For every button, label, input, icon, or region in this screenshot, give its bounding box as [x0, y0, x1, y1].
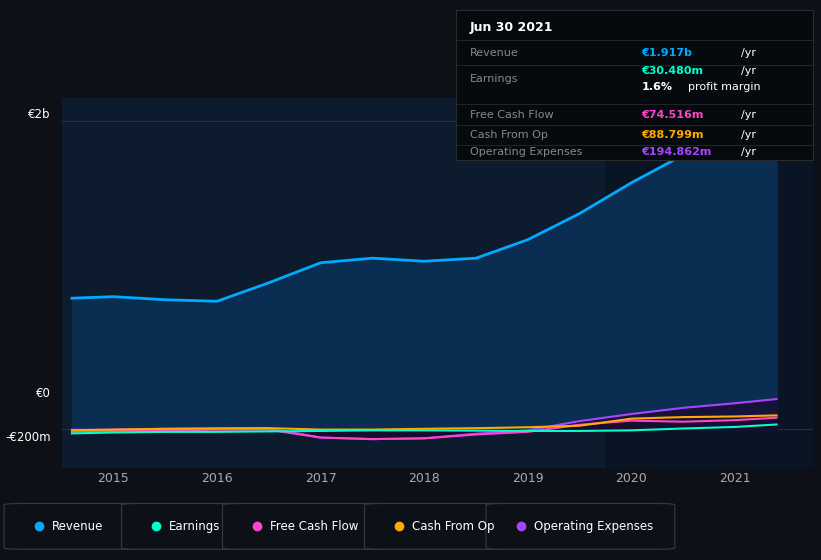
Text: /yr: /yr — [741, 130, 756, 140]
FancyBboxPatch shape — [4, 503, 148, 549]
Text: Revenue: Revenue — [470, 48, 519, 58]
Text: profit margin: profit margin — [688, 82, 760, 92]
Bar — [606, 98, 813, 468]
Text: €0: €0 — [36, 386, 51, 400]
Text: €74.516m: €74.516m — [641, 110, 704, 120]
Text: Earnings: Earnings — [470, 74, 518, 84]
Text: Earnings: Earnings — [169, 520, 221, 533]
Text: Free Cash Flow: Free Cash Flow — [470, 110, 553, 120]
FancyBboxPatch shape — [222, 503, 391, 549]
FancyBboxPatch shape — [486, 503, 675, 549]
Text: Operating Expenses: Operating Expenses — [534, 520, 653, 533]
Text: €88.799m: €88.799m — [641, 130, 704, 140]
Text: /yr: /yr — [741, 48, 756, 58]
Text: /yr: /yr — [741, 110, 756, 120]
FancyBboxPatch shape — [122, 503, 249, 549]
Text: Revenue: Revenue — [52, 520, 103, 533]
Text: /yr: /yr — [741, 66, 756, 76]
Text: Cash From Op: Cash From Op — [412, 520, 494, 533]
Text: /yr: /yr — [741, 147, 756, 157]
Text: Cash From Op: Cash From Op — [470, 130, 548, 140]
Text: Operating Expenses: Operating Expenses — [470, 147, 582, 157]
Text: Jun 30 2021: Jun 30 2021 — [470, 21, 553, 34]
Text: €194.862m: €194.862m — [641, 147, 712, 157]
Text: 1.6%: 1.6% — [641, 82, 672, 92]
Text: -€200m: -€200m — [5, 431, 51, 445]
Text: Free Cash Flow: Free Cash Flow — [270, 520, 359, 533]
Text: €1.917b: €1.917b — [641, 48, 692, 58]
Text: €2b: €2b — [29, 108, 51, 122]
FancyBboxPatch shape — [365, 503, 512, 549]
Text: €30.480m: €30.480m — [641, 66, 704, 76]
